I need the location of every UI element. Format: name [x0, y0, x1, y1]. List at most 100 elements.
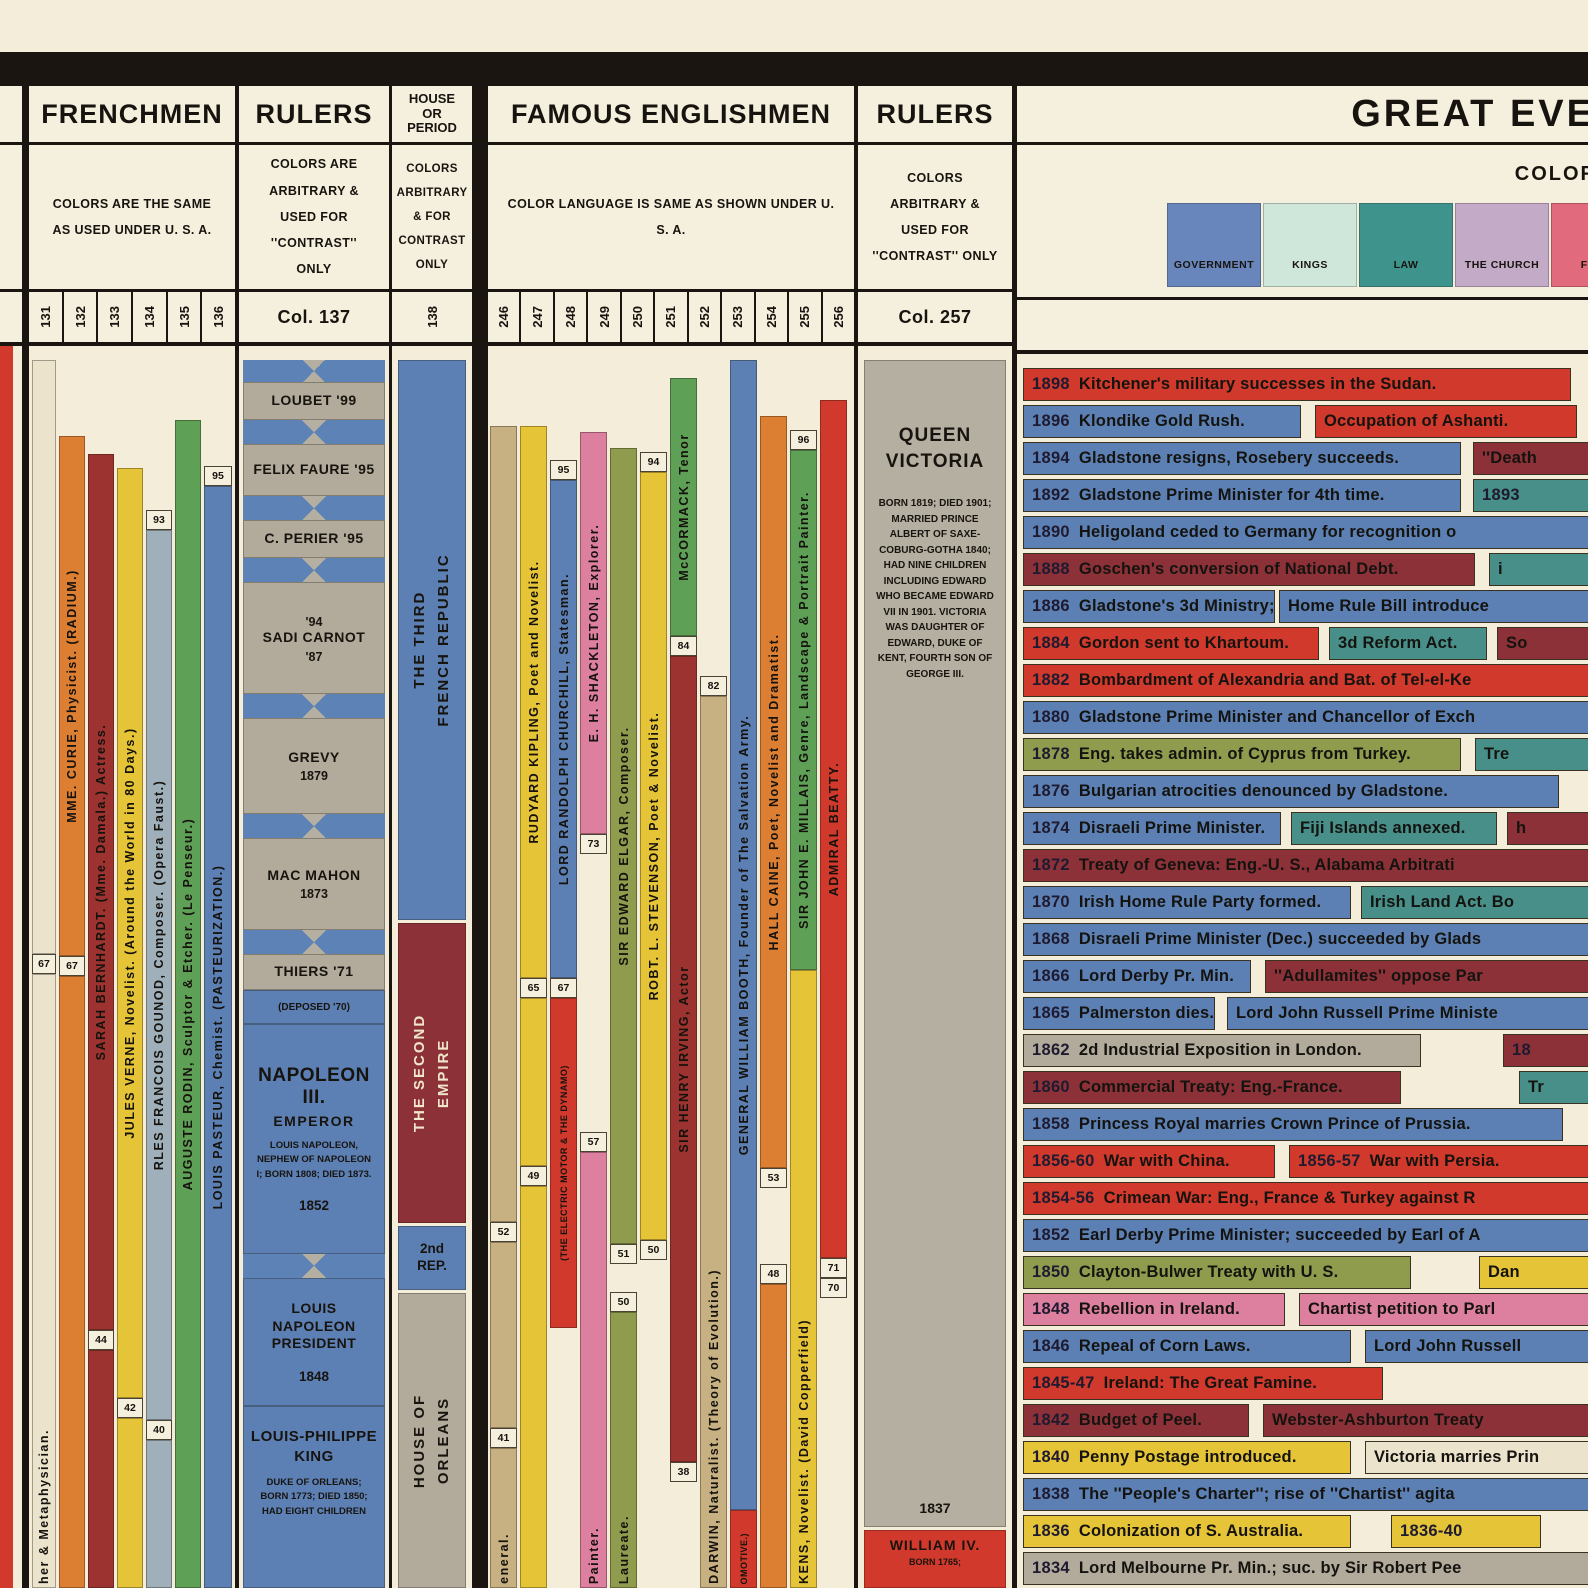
stripe-gap [790, 360, 817, 430]
stripe-gap [580, 360, 607, 432]
person-stripe: SARAH BERNHARDT. (Mme. Damala.) Actress.… [88, 360, 114, 1588]
year-marker: 57 [580, 1132, 607, 1152]
event-text: Disraeli Prime Minister (Dec.) succeeded… [1078, 930, 1482, 948]
event-row: 1840 Penny Postage introduced. Victoria ma… [1023, 1441, 1588, 1474]
event-segment: 3d Reform Act. [1329, 627, 1487, 660]
event-segment: 1886 Gladstone's 3d Ministry; [1023, 590, 1275, 623]
lifespan-segment: RUDYARD KIPLING, Poet and Novelist. [520, 426, 547, 978]
legend-swatch: GOVERNMENT [1167, 203, 1261, 287]
event-text: Irish Home Rule Party formed. [1078, 893, 1322, 911]
event-year: 1865 [1032, 1004, 1070, 1022]
bowtie-divider [243, 496, 385, 520]
event-row: 1858 Princess Royal marries Crown Prince … [1023, 1108, 1588, 1141]
rulers-en-note: COLORS ARBITRARY & USED FOR ''CONTRAST''… [858, 145, 1012, 292]
event-segment: i [1489, 553, 1588, 586]
event-segment: 1856-60 War with China. [1023, 1145, 1275, 1178]
section-divider [389, 86, 392, 1588]
event-text: Princess Royal marries Crown Prince of P… [1078, 1115, 1471, 1133]
period-segment: 2nd REP. [398, 1226, 466, 1290]
ruler-text: 1879 [300, 769, 328, 784]
event-text: Kitchener's military successes in the Su… [1078, 375, 1437, 393]
column-number: 132 [72, 306, 88, 328]
column-number-cell: 132 [64, 292, 99, 342]
year-marker: 50 [610, 1292, 637, 1312]
year-marker: 65 [520, 978, 547, 998]
lifespan-segment: (THE ELECTRIC MOTOR & THE DYNAMO) [550, 998, 577, 1328]
event-row: 1890 Heligoland ceded to Germany for reco… [1023, 516, 1588, 549]
person-stripe: 96 SIR JOHN E. MILLAIS, Genre, Landscape … [790, 360, 817, 1588]
event-row: 1872 Treaty of Geneva: Eng.-U. S., Alabam… [1023, 849, 1588, 882]
event-text: Klondike Gold Rush. [1078, 412, 1245, 430]
ruler-text: '87 [305, 649, 323, 664]
person-stripe: 93 RLES FRANCOIS GOUNOD, Composer. (Opera… [146, 360, 172, 1588]
bowtie-divider [243, 558, 385, 582]
column-number-cell: 255 [789, 292, 823, 342]
ruler-bio: BORN 1765; [908, 1557, 962, 1567]
event-segment: 1860 Commercial Treaty: Eng.-France. [1023, 1071, 1401, 1104]
left-edge-column [0, 86, 28, 1588]
event-year: 1896 [1032, 412, 1070, 430]
column-number-cell: 134 [133, 292, 168, 342]
person-label: Laureate. [616, 1514, 631, 1584]
year-marker: 41 [490, 1428, 517, 1448]
stripe-gap [550, 360, 577, 460]
year-marker: 40 [146, 1420, 172, 1440]
stripe-gap [670, 360, 697, 378]
event-text: Fiji Islands annexed. [1300, 819, 1466, 837]
color-key-heading: COLOR [1514, 163, 1588, 185]
column-number: 251 [663, 306, 679, 328]
person-label: RUDYARD KIPLING, Poet and Novelist. [526, 560, 541, 844]
ruler-segment: '94 SADI CARNOT '87 [243, 582, 385, 694]
legend-swatch: THE CHURCH [1455, 203, 1549, 287]
ruler-bio: BORN 1819; DIED 1901; MARRIED PRINCE ALB… [876, 498, 994, 680]
event-text: Gladstone resigns, Rosebery succeeds. [1078, 449, 1400, 467]
year-marker: 95 [204, 466, 232, 486]
event-year: 1866 [1032, 967, 1070, 985]
column-number: 252 [696, 306, 712, 328]
event-segment: 1892 Gladstone Prime Minister for 4th tim… [1023, 479, 1461, 512]
person-label: McCORMACK, Tenor [676, 433, 691, 581]
column-number-cell: 248 [555, 292, 589, 342]
ruler-segment: LOUIS NAPOLEON PRESIDENT 1848 [243, 1278, 385, 1406]
column-number: 136 [211, 306, 227, 328]
event-row: 1896 Klondike Gold Rush. Occupation of Ash… [1023, 405, 1588, 438]
lifespan-segment: SIR JOHN E. MILLAIS, Genre, Landscape & … [790, 450, 817, 970]
event-segment: 1834 Lord Melbourne Pr. Min.; suc. by Sir… [1023, 1552, 1588, 1585]
lifespan-segment: SIR EDWARD ELGAR, Composer. [610, 448, 637, 1244]
ruler-text: LOUBET '99 [271, 392, 357, 409]
ruler-segment: MAC MAHON 1873 [243, 838, 385, 930]
event-text: Treaty of Geneva: Eng.-U. S., Alabama Ar… [1078, 856, 1455, 874]
year-marker: 44 [88, 1330, 114, 1350]
event-segment: 1854-56 Crimean War: Eng., France & Turke… [1023, 1182, 1588, 1215]
column-number: 254 [763, 306, 779, 328]
chart-sheet: FRENCHMEN COLORS ARE THE SAME AS USED UN… [0, 86, 1588, 1588]
event-segment: Webster-Ashburton Treaty [1263, 1404, 1588, 1437]
period-label: THE THIRD FRENCH REPUBLIC [411, 553, 452, 727]
event-segment: 1858 Princess Royal marries Crown Prince … [1023, 1108, 1563, 1141]
stripe-gap [610, 1264, 637, 1292]
year-marker: 67 [32, 954, 56, 974]
rulers-fr-column-number: Col. 137 [239, 292, 389, 346]
event-row: 1888 Goschen's conversion of National Deb… [1023, 553, 1588, 586]
event-year: 1886 [1032, 597, 1070, 615]
event-text: Earl Derby Prime Minister; succeeded by … [1078, 1226, 1481, 1244]
event-row: 1834 Lord Melbourne Pr. Min.; suc. by Sir… [1023, 1552, 1588, 1585]
event-text: Eng. takes admin. of Cyprus from Turkey. [1078, 745, 1411, 763]
column-number-cell: 253 [722, 292, 756, 342]
rulers-en-title: RULERS [858, 86, 1012, 145]
person-label: OMOTIVE.) [738, 1532, 749, 1585]
ruler-text: 1852 [298, 1197, 330, 1213]
year-marker: 73 [580, 834, 607, 854]
frenchmen-column-numbers: 131 132 133 134 135 136 [29, 292, 235, 346]
event-row: 1862 2d Industrial Exposition in London. 1… [1023, 1034, 1588, 1067]
column-number-cell: 250 [622, 292, 656, 342]
lifespan-segment [760, 1284, 787, 1588]
event-text: The ''People's Charter''; rise of ''Char… [1078, 1485, 1455, 1503]
event-year: 1846 [1032, 1337, 1070, 1355]
event-year: 18 [1512, 1041, 1531, 1059]
event-segment: 1865 Palmerston dies. [1023, 997, 1215, 1030]
year-marker: 82 [700, 676, 727, 696]
column-number: 253 [730, 306, 746, 328]
event-segment: 1842 Budget of Peel. [1023, 1404, 1249, 1437]
lifespan-segment: GENERAL WILLIAM BOOTH, Founder of The Sa… [730, 360, 757, 1510]
